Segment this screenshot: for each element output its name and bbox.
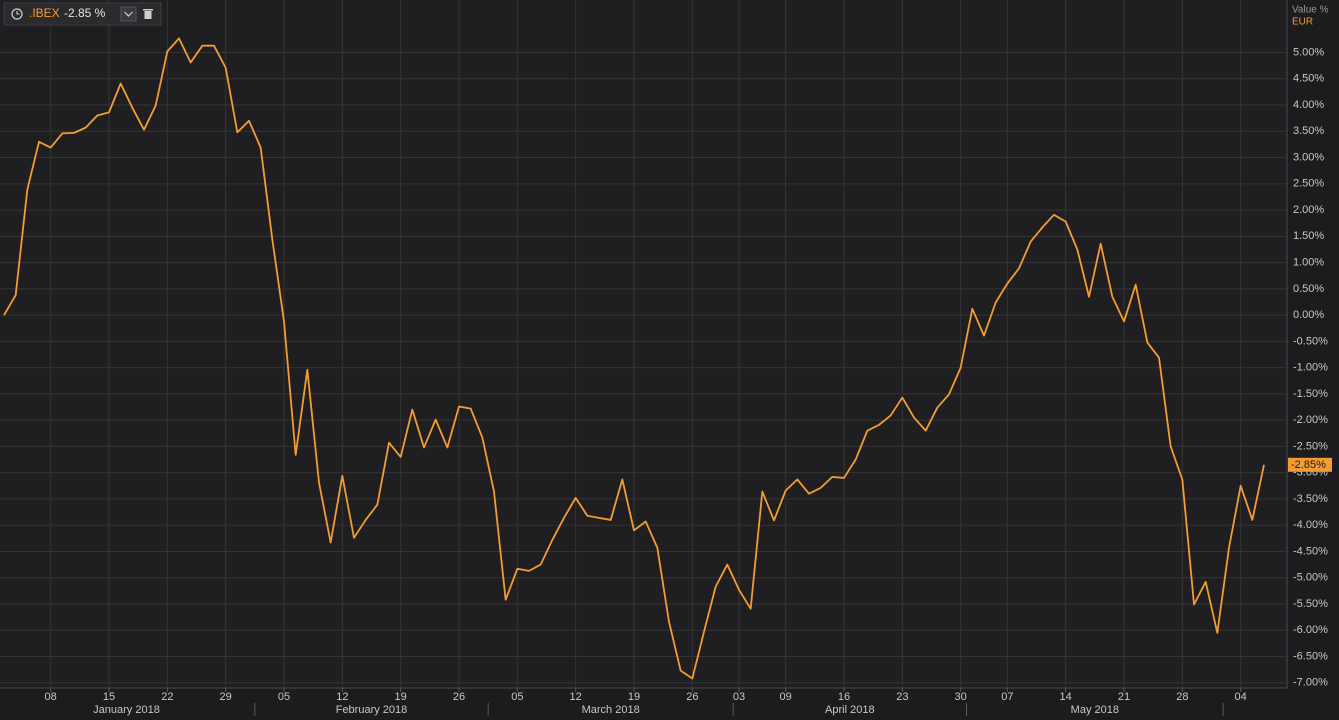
y-tick-label: -1.50%	[1293, 388, 1328, 400]
axis-labels: 5.00% 4.50% 4.00% 3.50% 3.00% 2.50% 2.00% 1.50%…	[45, 46, 1328, 716]
x-tick-label: 29	[220, 691, 232, 703]
y-tick-label: 0.00%	[1293, 309, 1324, 321]
marks: -2.85%	[3, 37, 1332, 680]
x-tick-label: 03	[733, 691, 745, 703]
y-tick-label: -6.00%	[1293, 624, 1328, 636]
x-tick-label: 14	[1060, 691, 1072, 703]
y-tick-label: 4.00%	[1293, 99, 1324, 111]
y-tick-label: -0.50%	[1293, 335, 1328, 347]
y-tick-label: 1.00%	[1293, 257, 1324, 269]
clock-hand	[16, 11, 20, 15]
y-tick-label: -5.50%	[1293, 598, 1328, 610]
delete-button[interactable]	[143, 9, 153, 19]
y-tick-label: 0.50%	[1293, 283, 1324, 295]
x-tick-label: 12	[336, 691, 348, 703]
x-tick-label: 26	[686, 691, 698, 703]
x-tick-label: 19	[628, 691, 640, 703]
x-tick-label: 08	[45, 691, 57, 703]
y-tick-label: 4.50%	[1293, 73, 1324, 85]
x-tick-label: 21	[1118, 691, 1130, 703]
x-tick-label: 28	[1176, 691, 1188, 703]
last-value-label: -2.85%	[1291, 459, 1326, 471]
y-tick-label: -4.00%	[1293, 519, 1328, 531]
x-tick-label: 05	[278, 691, 290, 703]
trash-lid	[143, 9, 153, 11]
x-axis-area	[0, 688, 1287, 720]
dropdown-button[interactable]	[120, 6, 137, 22]
y-tick-label: 3.50%	[1293, 125, 1324, 137]
month-label: February 2018	[336, 704, 408, 716]
dropdown-arrow	[124, 11, 133, 17]
trash-body	[144, 11, 152, 19]
axis-title: Value %	[1292, 5, 1329, 16]
currency-label: EUR	[1292, 17, 1313, 28]
y-tick-label: -2.00%	[1293, 414, 1328, 426]
x-tick-label: 12	[570, 691, 582, 703]
legend-box: .IBEX -2.85 %	[3, 2, 162, 26]
month-label: May 2018	[1071, 704, 1119, 716]
x-tick-label: 16	[838, 691, 850, 703]
legend-value: -2.85 %	[64, 6, 106, 20]
y-tick-label: -4.50%	[1293, 545, 1328, 557]
plot-area	[0, 0, 1287, 688]
grid	[0, 0, 1287, 688]
x-tick-label: 15	[103, 691, 115, 703]
x-tick-label: 23	[896, 691, 908, 703]
y-axis-area	[1287, 0, 1339, 720]
price-line	[3, 37, 1265, 680]
y-tick-label: -5.00%	[1293, 572, 1328, 584]
legend-series-name: .IBEX	[29, 6, 60, 20]
x-tick-label: 05	[511, 691, 523, 703]
x-tick-label: 26	[453, 691, 465, 703]
y-tick-label: -1.00%	[1293, 362, 1328, 374]
y-tick-label: 1.50%	[1293, 230, 1324, 242]
y-tick-label: 2.00%	[1293, 204, 1324, 216]
last-value-tag	[1288, 457, 1332, 472]
month-label: March 2018	[582, 704, 640, 716]
month-label: April 2018	[825, 704, 875, 716]
x-tick-label: 30	[955, 691, 967, 703]
x-tick-label: 19	[395, 691, 407, 703]
y-tick-label: 3.00%	[1293, 151, 1324, 163]
y-tick-label: -2.50%	[1293, 440, 1328, 452]
month-label: January 2018	[93, 704, 160, 716]
y-tick-label: -3.50%	[1293, 493, 1328, 505]
clock-icon[interactable]	[11, 8, 23, 20]
x-tick-label: 07	[1001, 691, 1013, 703]
y-tick-label: 2.50%	[1293, 178, 1324, 190]
x-tick-label: 22	[161, 691, 173, 703]
y-tick-label: -6.50%	[1293, 650, 1328, 662]
y-tick-label: -7.00%	[1293, 677, 1328, 689]
x-tick-label: 09	[780, 691, 792, 703]
y-tick-label: 5.00%	[1293, 46, 1324, 58]
x-tick-label: 04	[1235, 691, 1247, 703]
